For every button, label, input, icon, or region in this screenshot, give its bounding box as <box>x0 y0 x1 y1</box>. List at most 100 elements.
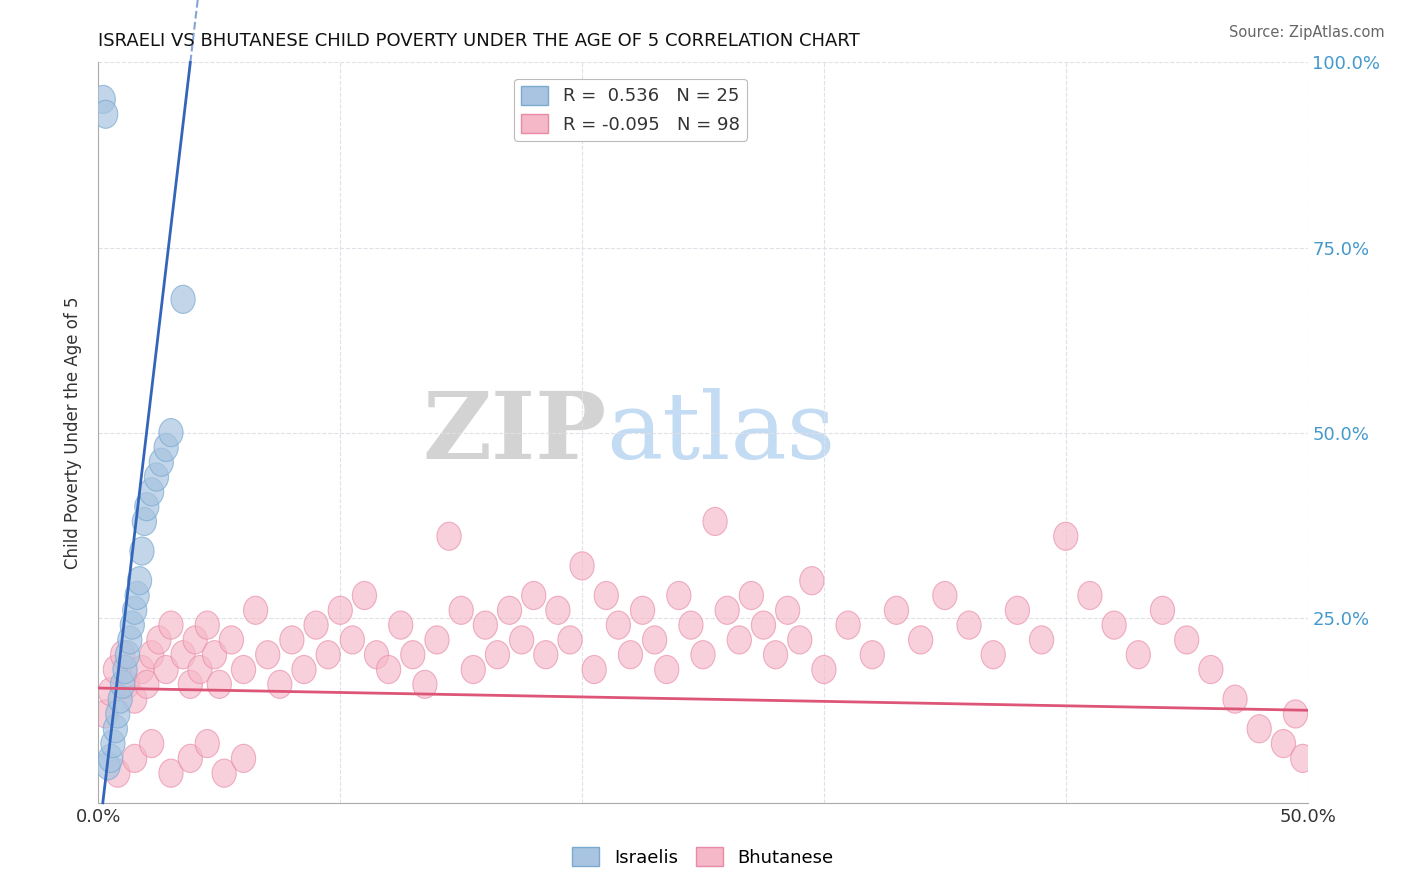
Ellipse shape <box>207 670 232 698</box>
Ellipse shape <box>232 744 256 772</box>
Ellipse shape <box>413 670 437 698</box>
Ellipse shape <box>328 596 353 624</box>
Ellipse shape <box>449 596 474 624</box>
Ellipse shape <box>643 626 666 654</box>
Ellipse shape <box>135 670 159 698</box>
Ellipse shape <box>546 596 569 624</box>
Ellipse shape <box>146 626 172 654</box>
Ellipse shape <box>606 611 630 640</box>
Ellipse shape <box>292 656 316 683</box>
Ellipse shape <box>1150 596 1174 624</box>
Ellipse shape <box>1029 626 1053 654</box>
Ellipse shape <box>128 566 152 595</box>
Ellipse shape <box>884 596 908 624</box>
Ellipse shape <box>94 700 118 728</box>
Ellipse shape <box>340 626 364 654</box>
Ellipse shape <box>91 86 115 113</box>
Ellipse shape <box>179 670 202 698</box>
Ellipse shape <box>1284 700 1308 728</box>
Ellipse shape <box>195 611 219 640</box>
Ellipse shape <box>159 759 183 788</box>
Ellipse shape <box>630 596 655 624</box>
Ellipse shape <box>219 626 243 654</box>
Ellipse shape <box>105 759 129 788</box>
Ellipse shape <box>112 656 138 683</box>
Ellipse shape <box>1053 522 1078 550</box>
Ellipse shape <box>135 492 159 521</box>
Text: ZIP: ZIP <box>422 388 606 477</box>
Ellipse shape <box>267 670 292 698</box>
Ellipse shape <box>364 640 388 669</box>
Ellipse shape <box>129 537 155 566</box>
Ellipse shape <box>115 670 139 698</box>
Ellipse shape <box>172 285 195 313</box>
Ellipse shape <box>1247 714 1271 743</box>
Ellipse shape <box>474 611 498 640</box>
Ellipse shape <box>155 434 179 461</box>
Ellipse shape <box>569 552 595 580</box>
Ellipse shape <box>1078 582 1102 609</box>
Ellipse shape <box>172 640 195 669</box>
Ellipse shape <box>932 582 957 609</box>
Text: Source: ZipAtlas.com: Source: ZipAtlas.com <box>1229 25 1385 40</box>
Ellipse shape <box>111 670 135 698</box>
Ellipse shape <box>666 582 690 609</box>
Ellipse shape <box>1174 626 1199 654</box>
Ellipse shape <box>122 596 146 624</box>
Ellipse shape <box>139 478 163 506</box>
Ellipse shape <box>353 582 377 609</box>
Ellipse shape <box>94 100 118 128</box>
Ellipse shape <box>183 626 207 654</box>
Ellipse shape <box>740 582 763 609</box>
Ellipse shape <box>256 640 280 669</box>
Ellipse shape <box>122 685 146 714</box>
Ellipse shape <box>316 640 340 669</box>
Ellipse shape <box>860 640 884 669</box>
Ellipse shape <box>485 640 509 669</box>
Ellipse shape <box>776 596 800 624</box>
Ellipse shape <box>388 611 413 640</box>
Ellipse shape <box>159 611 183 640</box>
Ellipse shape <box>202 640 226 669</box>
Ellipse shape <box>212 759 236 788</box>
Ellipse shape <box>377 656 401 683</box>
Ellipse shape <box>155 656 179 683</box>
Ellipse shape <box>139 640 163 669</box>
Text: ISRAELI VS BHUTANESE CHILD POVERTY UNDER THE AGE OF 5 CORRELATION CHART: ISRAELI VS BHUTANESE CHILD POVERTY UNDER… <box>98 32 860 50</box>
Ellipse shape <box>145 463 169 491</box>
Ellipse shape <box>751 611 776 640</box>
Ellipse shape <box>115 640 139 669</box>
Ellipse shape <box>582 656 606 683</box>
Ellipse shape <box>280 626 304 654</box>
Ellipse shape <box>763 640 787 669</box>
Text: atlas: atlas <box>606 388 835 477</box>
Ellipse shape <box>1102 611 1126 640</box>
Ellipse shape <box>179 744 202 772</box>
Ellipse shape <box>118 626 142 654</box>
Ellipse shape <box>304 611 328 640</box>
Ellipse shape <box>125 582 149 609</box>
Ellipse shape <box>1223 685 1247 714</box>
Ellipse shape <box>1005 596 1029 624</box>
Legend: R =  0.536   N = 25, R = -0.095   N = 98: R = 0.536 N = 25, R = -0.095 N = 98 <box>515 78 747 141</box>
Ellipse shape <box>679 611 703 640</box>
Ellipse shape <box>509 626 534 654</box>
Ellipse shape <box>96 752 120 780</box>
Legend: Israelis, Bhutanese: Israelis, Bhutanese <box>565 840 841 874</box>
Ellipse shape <box>132 508 156 535</box>
Ellipse shape <box>800 566 824 595</box>
Ellipse shape <box>1271 730 1295 757</box>
Ellipse shape <box>690 640 716 669</box>
Ellipse shape <box>1126 640 1150 669</box>
Ellipse shape <box>703 508 727 535</box>
Ellipse shape <box>1291 744 1315 772</box>
Ellipse shape <box>159 418 183 447</box>
Ellipse shape <box>232 656 256 683</box>
Ellipse shape <box>101 730 125 757</box>
Ellipse shape <box>129 656 155 683</box>
Ellipse shape <box>837 611 860 640</box>
Ellipse shape <box>498 596 522 624</box>
Ellipse shape <box>534 640 558 669</box>
Ellipse shape <box>461 656 485 683</box>
Ellipse shape <box>105 700 129 728</box>
